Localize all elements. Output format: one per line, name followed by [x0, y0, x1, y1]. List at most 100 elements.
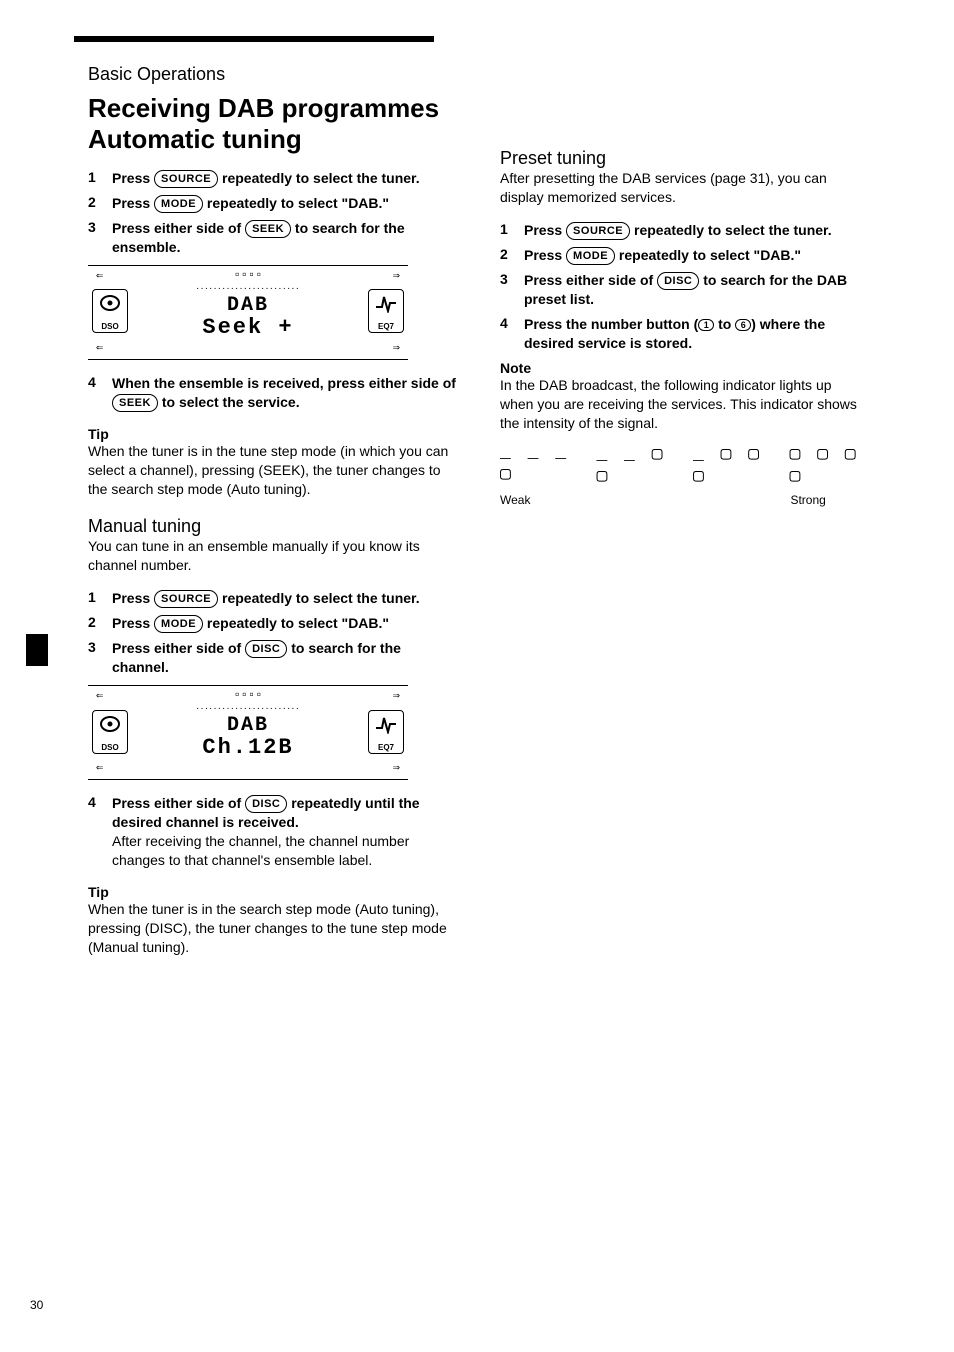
dso-icon — [98, 293, 122, 313]
lcd-line-dab: DAB — [134, 714, 362, 737]
step-number: 1 — [500, 221, 514, 240]
signal-strong-label: Strong — [790, 493, 825, 507]
step-text: When the ensemble is received, press eit… — [112, 374, 456, 412]
mode-button[interactable]: MODE — [154, 615, 203, 633]
section-title: Basic Operations — [88, 64, 456, 85]
arrow-right-icon: ⇒ — [370, 268, 400, 283]
step-number: 4 — [500, 315, 514, 353]
step-number: 3 — [88, 219, 102, 257]
tip-label: Tip — [88, 884, 456, 900]
left-column: Basic Operations Receiving DAB programme… — [88, 60, 456, 956]
note-text: In the DAB broadcast, the following indi… — [500, 376, 868, 433]
step-number: 1 — [88, 169, 102, 188]
preset-step-2: 2 Press MODE repeatedly to select "DAB." — [500, 246, 868, 265]
signal-strength-indicators: _ _ _ ▢ _ _ ▢ ▢ _ ▢ ▢ ▢ ▢ ▢ ▢ ▢ — [500, 443, 868, 487]
step-subtext: After receiving the channel, the channel… — [112, 833, 409, 868]
seek-button[interactable]: SEEK — [112, 394, 158, 412]
disc-button[interactable]: DISC — [245, 640, 287, 658]
step-text: Press either side of SEEK to search for … — [112, 219, 456, 257]
step-text: Press either side of DISC to search for … — [524, 271, 868, 309]
lcd-dots: ························ — [134, 283, 362, 294]
eq7-indicator: EQ7 — [368, 710, 404, 754]
manual-step-2: 2 Press MODE repeatedly to select "DAB." — [88, 614, 456, 633]
manual-lead: You can tune in an ensemble manually if … — [88, 537, 456, 575]
tip-text: When the tuner is in the search step mod… — [88, 900, 456, 957]
step-text: Press either side of DISC to search for … — [112, 639, 456, 677]
lcd-top-squares: ▫▫▫▫ — [234, 268, 263, 283]
step-text: Press MODE repeatedly to select "DAB." — [112, 614, 456, 633]
step-text: Press MODE repeatedly to select "DAB." — [524, 246, 868, 265]
step-number: 4 — [88, 794, 102, 870]
dso-indicator: DSO — [92, 289, 128, 333]
right-column: Preset tuning After presetting the DAB s… — [500, 60, 868, 956]
step-number: 2 — [88, 194, 102, 213]
step-number: 3 — [88, 639, 102, 677]
disc-button[interactable]: DISC — [245, 795, 287, 813]
lcd-line-seek: Seek + — [134, 315, 362, 340]
preset-step-4: 4 Press the number button (1 to 6) where… — [500, 315, 868, 353]
lcd-display-seek: ⇐ ▫▫▫▫ ⇒ DSO ························ DA… — [88, 265, 408, 360]
side-tab — [26, 634, 48, 666]
step-number: 3 — [500, 271, 514, 309]
manual-step-4: 4 Press either side of DISC repeatedly u… — [88, 794, 456, 870]
source-button[interactable]: SOURCE — [154, 170, 218, 188]
manual-step-3: 3 Press either side of DISC to search fo… — [88, 639, 456, 677]
signal-level-3: _ ▢ ▢ ▢ — [693, 443, 772, 487]
signal-labels: Weak Strong — [500, 493, 868, 507]
heading-auto-tuning: Receiving DAB programmes Automatic tunin… — [88, 93, 456, 155]
preset-step-3: 3 Press either side of DISC to search fo… — [500, 271, 868, 309]
tip-text: When the tuner is in the tune step mode … — [88, 442, 456, 499]
source-button[interactable]: SOURCE — [154, 590, 218, 608]
step-number: 2 — [500, 246, 514, 265]
eq7-icon — [374, 714, 398, 734]
arrow-left-icon: ⇐ — [96, 340, 126, 355]
arrow-left-icon: ⇐ — [96, 760, 126, 775]
number-button-6[interactable]: 6 — [735, 319, 751, 331]
number-button-1[interactable]: 1 — [698, 319, 714, 331]
preset-step-1: 1 Press SOURCE repeatedly to select the … — [500, 221, 868, 240]
auto-step-2: 2 Press MODE repeatedly to select "DAB." — [88, 194, 456, 213]
lcd-display-channel: ⇐ ▫▫▫▫ ⇒ DSO ························ DA… — [88, 685, 408, 780]
signal-level-4: ▢ ▢ ▢ ▢ — [789, 443, 868, 487]
mode-button[interactable]: MODE — [566, 247, 615, 265]
heading-preset-tuning: Preset tuning — [500, 148, 868, 169]
heading-main: Receiving DAB programmes — [88, 93, 439, 123]
page-number: 30 — [30, 1298, 43, 1312]
step-text: Press the number button (1 to 6) where t… — [524, 315, 868, 353]
signal-weak-label: Weak — [500, 493, 530, 507]
signal-level-2: _ _ ▢ ▢ — [596, 443, 674, 487]
preset-lead: After presetting the DAB services (page … — [500, 169, 868, 207]
step-number: 4 — [88, 374, 102, 412]
step-text: Press SOURCE repeatedly to select the tu… — [112, 589, 456, 608]
auto-step-3: 3 Press either side of SEEK to search fo… — [88, 219, 456, 257]
lcd-line-dab: DAB — [134, 294, 362, 317]
step-text: Press SOURCE repeatedly to select the tu… — [524, 221, 868, 240]
step-number: 1 — [88, 589, 102, 608]
step-number: 2 — [88, 614, 102, 633]
top-rule — [74, 36, 434, 42]
step-text: Press either side of DISC repeatedly unt… — [112, 794, 456, 870]
step-text: Press SOURCE repeatedly to select the tu… — [112, 169, 456, 188]
arrow-right-icon: ⇒ — [370, 340, 400, 355]
lcd-top-squares: ▫▫▫▫ — [234, 688, 263, 703]
heading-manual-tuning: Manual tuning — [88, 516, 456, 537]
content-columns: Basic Operations Receiving DAB programme… — [88, 60, 868, 956]
eq7-indicator: EQ7 — [368, 289, 404, 333]
note-label: Note — [500, 360, 868, 376]
step-text: Press MODE repeatedly to select "DAB." — [112, 194, 456, 213]
seek-button[interactable]: SEEK — [245, 220, 291, 238]
dso-icon — [98, 714, 122, 734]
signal-level-1: _ _ _ ▢ — [500, 443, 578, 487]
lcd-dots: ························ — [134, 703, 362, 714]
arrow-right-icon: ⇒ — [370, 760, 400, 775]
source-button[interactable]: SOURCE — [566, 222, 630, 240]
mode-button[interactable]: MODE — [154, 195, 203, 213]
auto-step-4: 4 When the ensemble is received, press e… — [88, 374, 456, 412]
dso-indicator: DSO — [92, 710, 128, 754]
disc-button[interactable]: DISC — [657, 272, 699, 290]
tip-label: Tip — [88, 426, 456, 442]
arrow-right-icon: ⇒ — [370, 688, 400, 703]
manual-step-1: 1 Press SOURCE repeatedly to select the … — [88, 589, 456, 608]
eq7-icon — [374, 293, 398, 313]
lcd-line-channel: Ch.12B — [134, 735, 362, 760]
